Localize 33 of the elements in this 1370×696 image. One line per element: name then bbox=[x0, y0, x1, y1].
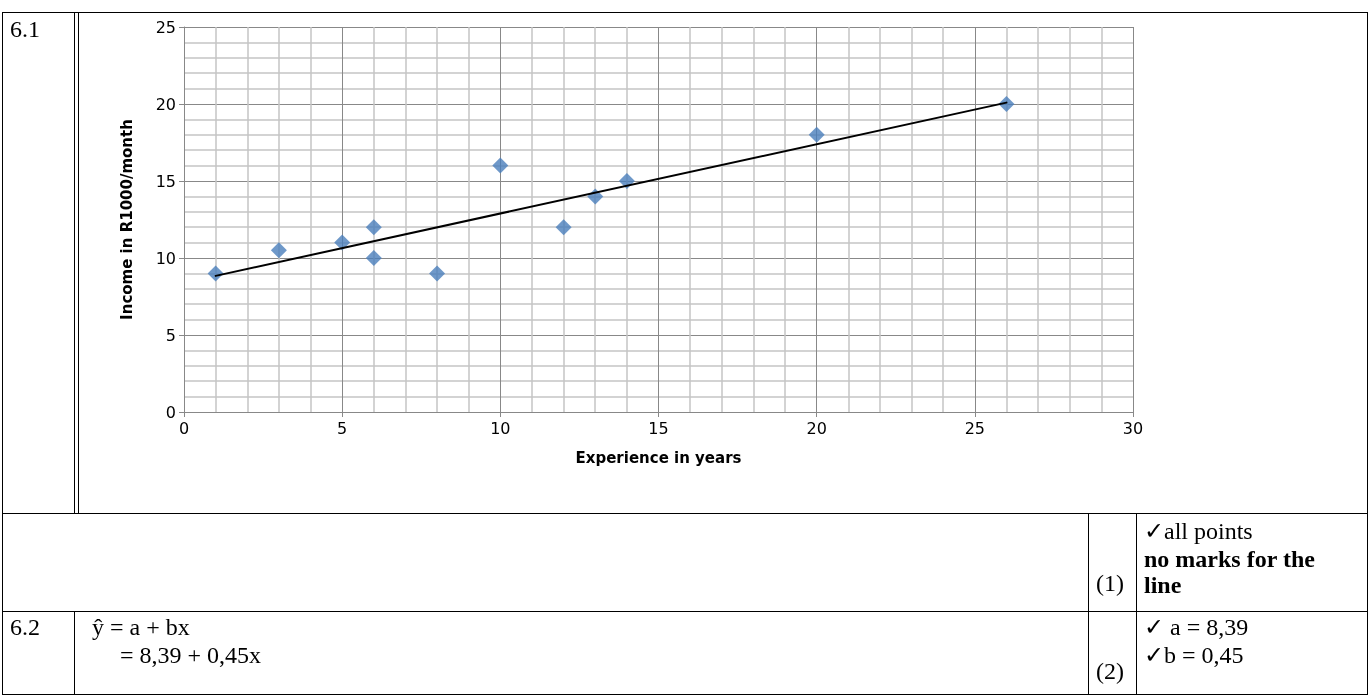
y-tick-label: 10 bbox=[155, 248, 176, 268]
point bbox=[365, 219, 382, 236]
x-tick-label: 10 bbox=[490, 418, 511, 438]
y-axis-title: Income in R1000/month bbox=[117, 119, 136, 320]
x-axis-title: Experience in years bbox=[575, 448, 742, 467]
x-tick-label: 25 bbox=[964, 418, 986, 438]
point bbox=[492, 157, 509, 174]
y-tick-label: 0 bbox=[165, 402, 176, 422]
text: 6.2 bbox=[10, 614, 40, 640]
text: ✓ a = 8,39 bbox=[1144, 614, 1249, 640]
y-tick-label: 15 bbox=[155, 171, 176, 191]
x-tick-label: 0 bbox=[178, 418, 190, 438]
text: (1) bbox=[1096, 570, 1124, 596]
text: 6.1 bbox=[10, 16, 40, 42]
point bbox=[334, 234, 351, 251]
text: (2) bbox=[1096, 658, 1124, 684]
text: = 8,39 + 0,45x bbox=[120, 642, 262, 668]
x-tick-label: 15 bbox=[648, 418, 669, 438]
x-tick-label: 20 bbox=[806, 418, 827, 438]
text: ✓all points bbox=[1144, 518, 1253, 544]
y-tick-label: 25 bbox=[155, 17, 176, 37]
point bbox=[365, 250, 382, 266]
point bbox=[555, 219, 572, 236]
x-tick-label: 5 bbox=[337, 418, 348, 438]
point bbox=[429, 265, 446, 282]
y-tick-label: 20 bbox=[155, 94, 176, 114]
point bbox=[808, 126, 825, 143]
point bbox=[270, 242, 287, 259]
y-tick-label: 5 bbox=[165, 325, 176, 345]
text: ŷ = a + bx bbox=[92, 614, 190, 640]
text: no marks for the line bbox=[1144, 546, 1316, 598]
text: ✓b = 0,45 bbox=[1144, 642, 1244, 668]
x-tick-label: 30 bbox=[1122, 418, 1144, 438]
